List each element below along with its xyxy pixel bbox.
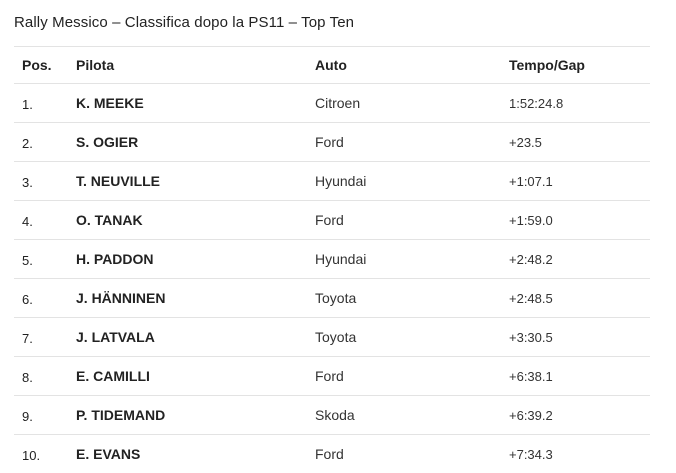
- table-row: 3. T. NEUVILLE Hyundai +1:07.1: [14, 162, 650, 201]
- row-pos: 8.: [14, 357, 76, 396]
- row-time: +6:38.1: [509, 357, 650, 396]
- row-pos: 10.: [14, 435, 76, 473]
- row-time: +2:48.2: [509, 240, 650, 279]
- table-header-row: Pos. Pilota Auto Tempo/Gap: [14, 47, 650, 84]
- row-car: Hyundai: [315, 240, 509, 279]
- row-pos: 2.: [14, 123, 76, 162]
- row-pos: 9.: [14, 396, 76, 435]
- table-row: 1. K. MEEKE Citroen 1:52:24.8: [14, 84, 650, 123]
- table-row: 2. S. OGIER Ford +23.5: [14, 123, 650, 162]
- row-car: Skoda: [315, 396, 509, 435]
- table-row: 9. P. TIDEMAND Skoda +6:39.2: [14, 396, 650, 435]
- row-time: 1:52:24.8: [509, 84, 650, 123]
- table-row: 5. H. PADDON Hyundai +2:48.2: [14, 240, 650, 279]
- row-pilot: E. EVANS: [76, 435, 315, 473]
- row-car: Ford: [315, 435, 509, 473]
- page-title: Rally Messico – Classifica dopo la PS11 …: [14, 14, 354, 31]
- row-time: +2:48.5: [509, 279, 650, 318]
- row-pilot: J. LATVALA: [76, 318, 315, 357]
- row-pos: 4.: [14, 201, 76, 240]
- row-pilot: S. OGIER: [76, 123, 315, 162]
- header-time: Tempo/Gap: [509, 47, 650, 84]
- row-time: +1:59.0: [509, 201, 650, 240]
- table-row: 7. J. LATVALA Toyota +3:30.5: [14, 318, 650, 357]
- row-pilot: E. CAMILLI: [76, 357, 315, 396]
- table-row: 6. J. HÄNNINEN Toyota +2:48.5: [14, 279, 650, 318]
- table-row: 8. E. CAMILLI Ford +6:38.1: [14, 357, 650, 396]
- row-time: +6:39.2: [509, 396, 650, 435]
- header-pos: Pos.: [14, 47, 76, 84]
- header-pilot: Pilota: [76, 47, 315, 84]
- row-pilot: T. NEUVILLE: [76, 162, 315, 201]
- row-car: Ford: [315, 123, 509, 162]
- row-pilot: O. TANAK: [76, 201, 315, 240]
- row-pos: 5.: [14, 240, 76, 279]
- row-pilot: K. MEEKE: [76, 84, 315, 123]
- row-time: +1:07.1: [509, 162, 650, 201]
- row-pos: 1.: [14, 84, 76, 123]
- row-car: Ford: [315, 201, 509, 240]
- row-car: Toyota: [315, 279, 509, 318]
- row-time: +3:30.5: [509, 318, 650, 357]
- row-time: +7:34.3: [509, 435, 650, 473]
- row-car: Ford: [315, 357, 509, 396]
- row-pos: 6.: [14, 279, 76, 318]
- row-pilot: J. HÄNNINEN: [76, 279, 315, 318]
- row-pilot: P. TIDEMAND: [76, 396, 315, 435]
- row-pilot: H. PADDON: [76, 240, 315, 279]
- table-row: 4. O. TANAK Ford +1:59.0: [14, 201, 650, 240]
- row-pos: 7.: [14, 318, 76, 357]
- row-pos: 3.: [14, 162, 76, 201]
- header-car: Auto: [315, 47, 509, 84]
- table-row: 10. E. EVANS Ford +7:34.3: [14, 435, 650, 473]
- standings-table: Pos. Pilota Auto Tempo/Gap 1. K. MEEKE C…: [14, 46, 650, 473]
- row-car: Toyota: [315, 318, 509, 357]
- row-car: Citroen: [315, 84, 509, 123]
- row-car: Hyundai: [315, 162, 509, 201]
- row-time: +23.5: [509, 123, 650, 162]
